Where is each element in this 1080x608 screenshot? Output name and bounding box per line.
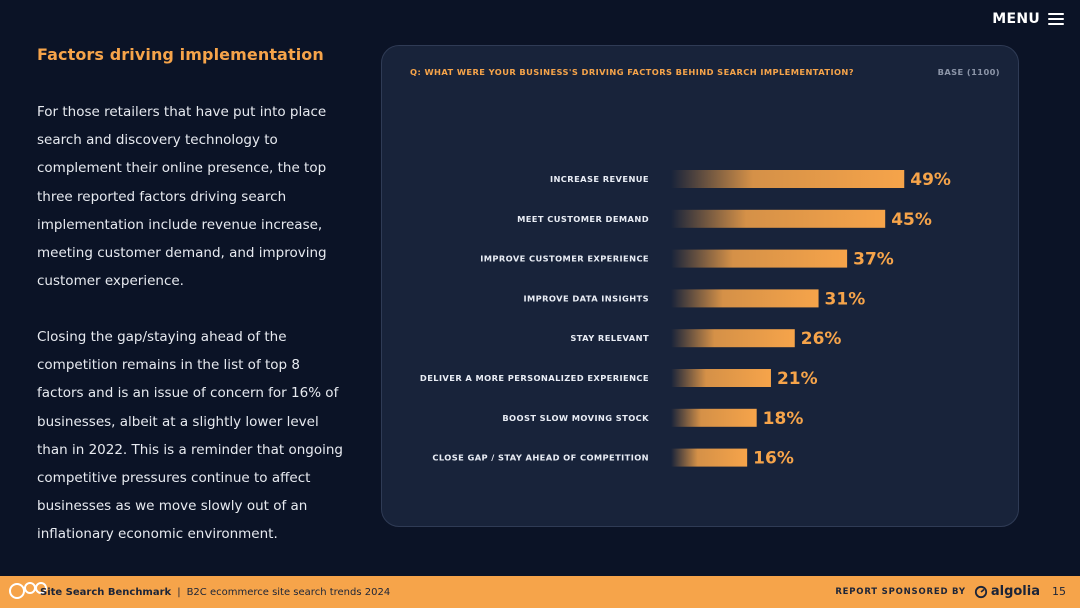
bar bbox=[671, 408, 757, 427]
footer-brand: Site Search Benchmark bbox=[40, 587, 172, 598]
value-label: 49% bbox=[910, 170, 951, 190]
value-label: 26% bbox=[801, 329, 842, 349]
bar bbox=[671, 289, 819, 308]
menu-button[interactable]: MENU bbox=[992, 11, 1064, 27]
chart-base: BASE (1100) bbox=[937, 67, 1000, 77]
value-label: 45% bbox=[891, 210, 932, 230]
body-paragraph-2: Closing the gap/staying ahead of the com… bbox=[37, 329, 343, 543]
chart-card: Q: WHAT WERE YOUR BUSINESS'S DRIVING FAC… bbox=[381, 45, 1019, 527]
bar-chart: INCREASE REVENUE 49% MEET CUSTOMER DEMAND 4… bbox=[420, 170, 951, 469]
footer-report-title: B2C ecommerce site search trends 2024 bbox=[186, 587, 391, 598]
category-label: IMPROVE DATA INSIGHTS bbox=[524, 293, 650, 303]
body-paragraph-1: For those retailers that have put into p… bbox=[37, 104, 327, 290]
bar bbox=[671, 448, 748, 467]
category-label: CLOSE GAP / STAY AHEAD OF COMPETITION bbox=[432, 453, 649, 463]
bar bbox=[671, 249, 848, 268]
bar bbox=[671, 369, 771, 387]
hamburger-icon bbox=[1048, 13, 1064, 25]
sponsor-label: REPORT SPONSORED BY bbox=[835, 586, 966, 597]
value-label: 18% bbox=[763, 409, 804, 429]
category-label: BOOST SLOW MOVING STOCK bbox=[502, 413, 649, 423]
category-label: STAY RELEVANT bbox=[570, 333, 649, 343]
category-label: MEET CUSTOMER DEMAND bbox=[517, 214, 649, 224]
value-label: 21% bbox=[777, 369, 818, 389]
value-label: 16% bbox=[753, 449, 794, 469]
bar bbox=[671, 329, 795, 348]
footer-separator: | bbox=[177, 587, 181, 598]
menu-label: MENU bbox=[992, 11, 1040, 27]
value-label: 31% bbox=[825, 289, 866, 309]
sponsor-name: algolia bbox=[990, 584, 1040, 599]
category-label: DELIVER A MORE PERSONALIZED EXPERIENCE bbox=[420, 373, 649, 383]
bar bbox=[671, 209, 886, 228]
algolia-logo[interactable]: algolia bbox=[974, 584, 1040, 599]
footer: Site Search Benchmark | B2C ecommerce si… bbox=[0, 576, 1080, 608]
bar bbox=[671, 170, 905, 188]
watermark-logo bbox=[8, 580, 48, 602]
page-number: 15 bbox=[1052, 585, 1066, 598]
chart-question: Q: WHAT WERE YOUR BUSINESS'S DRIVING FAC… bbox=[410, 67, 854, 77]
category-label: IMPROVE CUSTOMER EXPERIENCE bbox=[480, 254, 649, 264]
algolia-icon bbox=[974, 585, 987, 598]
value-label: 37% bbox=[853, 250, 894, 270]
watermark-icon bbox=[9, 582, 47, 599]
category-label: INCREASE REVENUE bbox=[550, 174, 649, 184]
section-heading: Factors driving implementation bbox=[37, 45, 324, 64]
